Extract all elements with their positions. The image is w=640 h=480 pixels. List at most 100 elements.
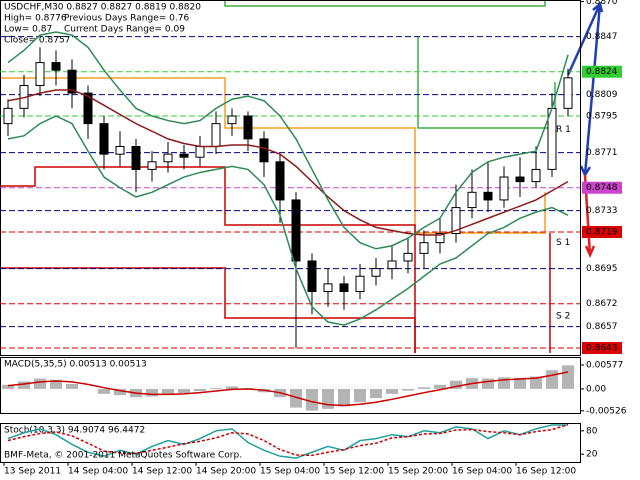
candle-body <box>259 138 269 163</box>
y-tick-label: 0.8824 <box>586 67 618 77</box>
step-line <box>224 0 546 7</box>
y-tick-label: 0.8695 <box>586 264 618 274</box>
candle-body <box>131 146 141 170</box>
histogram-bar <box>66 383 78 389</box>
histogram-bar <box>178 388 190 394</box>
histogram-bar <box>562 365 574 389</box>
candle-body <box>403 252 413 262</box>
info-text: Current Days Range= 0.09 <box>64 25 185 35</box>
candle-body <box>211 123 221 148</box>
histogram-bar <box>386 388 398 394</box>
indicator-line <box>7 89 569 236</box>
info-text: High= 0.8776 <box>4 14 67 24</box>
histogram-bar <box>482 378 494 389</box>
y-tick-label: 0.8643 <box>586 343 618 353</box>
x-tick-label: 13 Sep 2011 <box>4 467 61 477</box>
y-tick-label: 80 <box>586 426 598 436</box>
tick-label-box <box>582 341 622 354</box>
y-tick-label: 0.8809 <box>586 90 618 100</box>
candle-body <box>435 233 445 244</box>
candle-body <box>195 146 205 158</box>
y-tick-label: 0.00 <box>586 384 606 394</box>
x-tick-label: 16 Sep 12:00 <box>516 467 576 477</box>
candle-body <box>227 115 237 125</box>
candle-body <box>467 191 477 209</box>
y-tick-label: 0.8672 <box>586 299 618 309</box>
panel-title: USDCHF,M30 0.8827 0.8827 0.8819 0.8820 <box>4 3 201 13</box>
candle-body <box>387 260 397 270</box>
x-tick-label: 16 Sep 04:00 <box>452 467 512 477</box>
y-tick-label: 0.8771 <box>586 148 618 158</box>
y-tick-label: 0.00577 <box>586 361 623 371</box>
histogram-bar <box>306 388 318 411</box>
y-tick-label: 0.8870 <box>586 0 618 7</box>
y-tick-label: 20 <box>586 450 598 460</box>
x-tick-label: 14 Sep 12:00 <box>132 467 192 477</box>
step-line <box>417 37 556 129</box>
indicator-line <box>7 115 569 326</box>
x-tick-label: 15 Sep 12:00 <box>324 467 384 477</box>
y-tick-label: 0.8657 <box>586 322 618 332</box>
candle-body <box>339 283 349 293</box>
panel-frame <box>0 357 581 414</box>
panel-title: MACD(5,35,5) 0.00513 0.00513 <box>4 360 147 370</box>
histogram-bar <box>354 388 366 403</box>
watermark: BMF-Meta, © 2001-2011 MetaQuotes Softwar… <box>4 451 242 461</box>
y-tick-label: 0.8748 <box>586 183 618 193</box>
info-text: Previous Days Range= 0.76 <box>64 14 189 24</box>
candle-body <box>51 62 61 71</box>
histogram-bar <box>34 378 46 389</box>
level-annotation: S 1 <box>556 238 570 248</box>
candle-body <box>483 191 493 201</box>
panel-frame <box>0 423 581 463</box>
candle-body <box>531 168 541 183</box>
histogram-bar <box>98 388 110 394</box>
histogram-bar <box>210 388 222 389</box>
y-tick-label: 0.8733 <box>586 206 618 216</box>
candle-body <box>3 107 13 125</box>
y-tick-label: -0.00526 <box>586 406 627 416</box>
x-tick-label: 14 Sep 20:00 <box>196 467 256 477</box>
indicator-line <box>7 371 569 407</box>
histogram-bar <box>162 388 174 394</box>
info-text: Low= 0.87 <box>4 25 52 35</box>
histogram-bar <box>114 388 126 396</box>
histogram-bar <box>18 381 30 389</box>
step-line <box>0 77 546 234</box>
candle-body <box>515 176 525 183</box>
histogram-bar <box>226 386 238 389</box>
indicator-line <box>7 423 569 457</box>
histogram-bar <box>290 388 302 408</box>
candle-body <box>35 62 45 86</box>
y-tick-label: 0.8847 <box>586 32 618 42</box>
level-annotation: R 1 <box>556 125 571 135</box>
indicator-line <box>7 31 569 250</box>
histogram-bar <box>338 388 350 407</box>
candle-body <box>307 260 317 293</box>
histogram-bar <box>370 388 382 399</box>
histogram-bar <box>514 377 526 389</box>
candle-body <box>115 146 125 155</box>
y-tick-label: 0.8719 <box>586 227 618 237</box>
histogram-bar <box>402 388 414 391</box>
panel-frame <box>0 0 581 356</box>
tick-label-box <box>582 181 622 194</box>
histogram-bar <box>418 387 430 389</box>
panel: 80 20 Stoch(10,3,3) 94.9074 96.4472 BMF-Met… <box>0 423 598 463</box>
candle-body <box>179 153 189 158</box>
x-tick-label: 14 Sep 04:00 <box>68 467 128 477</box>
candle-body <box>419 242 429 254</box>
histogram-bar <box>146 388 158 397</box>
candle-body <box>243 115 253 140</box>
histogram-bar <box>194 388 206 392</box>
candle-body <box>355 275 365 293</box>
info-text: Close= 0.8757 <box>4 36 70 46</box>
candle-body <box>323 283 333 293</box>
x-tick-label: 15 Sep 20:00 <box>388 467 448 477</box>
level-annotation: S 2 <box>556 311 570 321</box>
histogram-bar <box>322 388 334 409</box>
candle-body <box>499 176 509 201</box>
y-tick-label: 0.8795 <box>586 111 618 121</box>
